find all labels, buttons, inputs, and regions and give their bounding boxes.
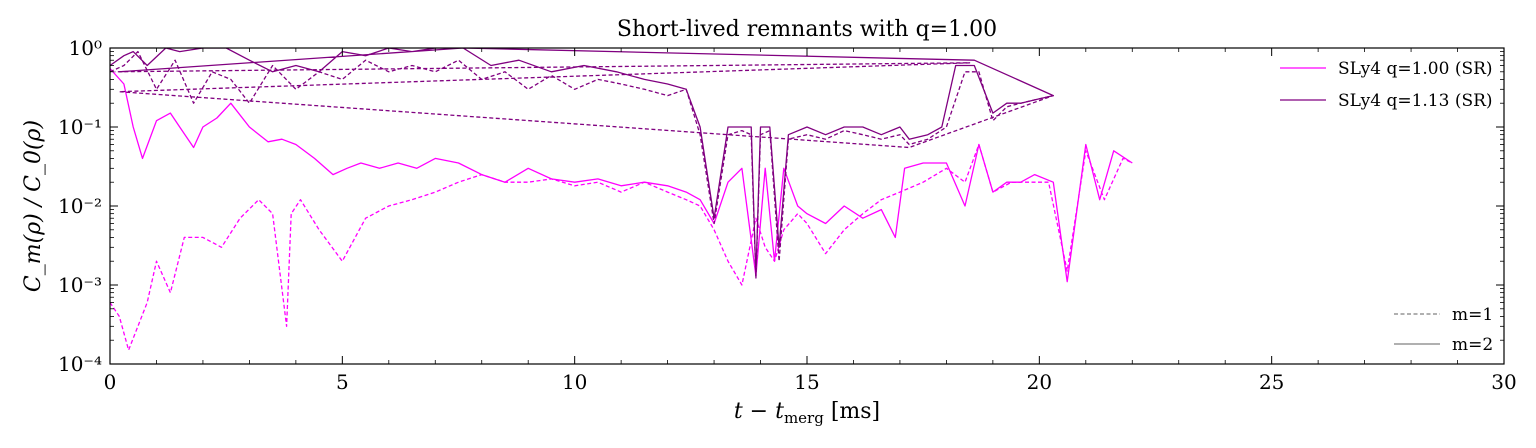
x-tick-label: 10 <box>562 370 587 394</box>
y-tick-label: 10⁻¹ <box>58 115 102 139</box>
chart-title: Short-lived remnants with q=1.00 <box>617 17 997 42</box>
x-tick-label: 15 <box>794 370 819 394</box>
series-line-0 <box>110 68 1133 283</box>
y-tick-label: 10⁰ <box>69 36 102 60</box>
legend-modes: m=1 m=2 <box>1394 305 1493 355</box>
series-line-2 <box>110 48 1054 277</box>
y-tick-label: 10⁻² <box>58 194 102 218</box>
x-tick-label: 20 <box>1027 370 1052 394</box>
x-axis-label-main: t − t <box>734 399 784 424</box>
series-line-3 <box>110 50 1054 280</box>
x-axis-label: t − tmerg [ms] <box>734 399 880 427</box>
y-tick-label: 10⁻³ <box>58 273 102 297</box>
legend-series-label: SLy4 q=1.13 (SR) <box>1338 91 1493 111</box>
y-tick-label: 10⁻⁴ <box>58 352 102 376</box>
x-tick-label: 0 <box>104 370 117 394</box>
x-tick-label: 25 <box>1259 370 1284 394</box>
legend-series-label: SLy4 q=1.00 (SR) <box>1338 59 1493 79</box>
x-axis-label-sub: merg <box>784 409 824 427</box>
x-tick-label: 30 <box>1491 370 1516 394</box>
legend-mode-label: m=1 <box>1452 305 1493 325</box>
legend-mode-label: m=2 <box>1452 335 1493 355</box>
plot-frame <box>109 47 1505 365</box>
x-axis: 0 5 10 15 20 25 30 <box>104 48 1517 394</box>
x-axis-label-unit: [ms] <box>824 399 880 424</box>
series-line-1 <box>110 143 1133 351</box>
legend-series: SLy4 q=1.00 (SR) SLy4 q=1.13 (SR) <box>1280 59 1493 111</box>
y-axis-label: C_m(ρ) / C_0(ρ) <box>21 120 46 292</box>
x-tick-label: 5 <box>336 370 349 394</box>
series-layer <box>110 48 1133 351</box>
y-axis: 10⁻⁴ 10⁻³ 10⁻² 10⁻¹ 10⁰ <box>58 36 1504 376</box>
